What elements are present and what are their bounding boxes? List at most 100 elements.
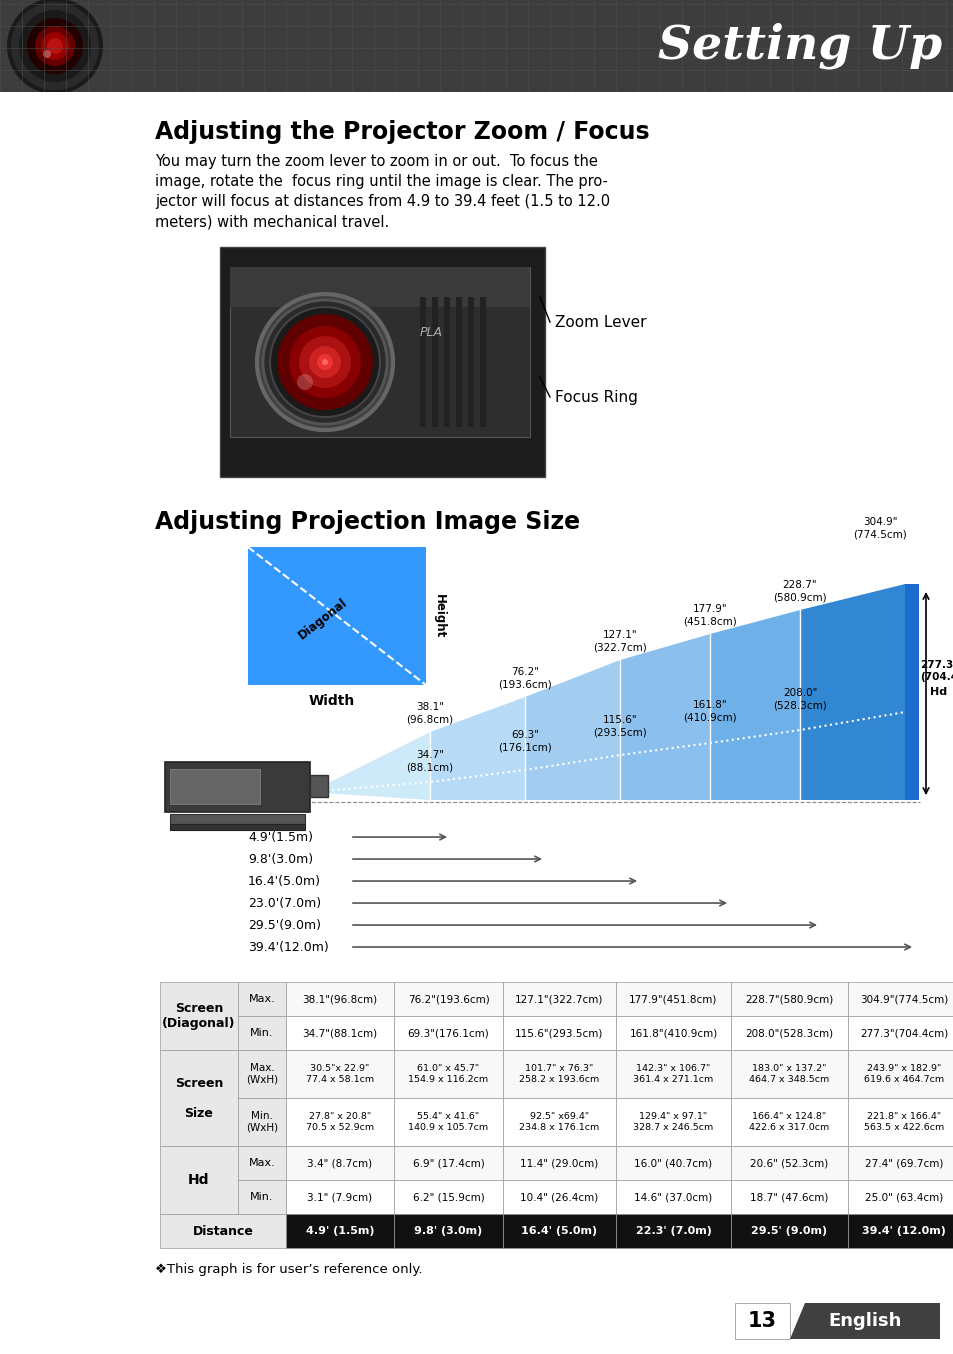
- Bar: [237, 1179, 286, 1215]
- Text: 69.3"
(176.1cm): 69.3" (176.1cm): [497, 730, 551, 751]
- Bar: [847, 982, 953, 1016]
- Bar: [730, 1179, 847, 1215]
- Bar: [237, 982, 286, 1016]
- Text: 9.8' (3.0m): 9.8' (3.0m): [414, 1225, 482, 1236]
- Bar: [904, 584, 918, 800]
- Text: Hd: Hd: [188, 1173, 210, 1187]
- Bar: [286, 982, 394, 1016]
- Text: 25.0" (63.4cm): 25.0" (63.4cm): [864, 1192, 943, 1202]
- Text: 34.7"(88.1cm): 34.7"(88.1cm): [302, 1028, 377, 1039]
- Text: 183.0" x 137.2"
464.7 x 348.5cm: 183.0" x 137.2" 464.7 x 348.5cm: [749, 1064, 829, 1083]
- Bar: [248, 547, 426, 685]
- Text: 30.5"x 22.9"
77.4 x 58.1cm: 30.5"x 22.9" 77.4 x 58.1cm: [306, 1064, 374, 1083]
- Bar: [394, 1016, 502, 1049]
- Circle shape: [276, 314, 373, 410]
- Polygon shape: [619, 634, 709, 800]
- Bar: [479, 297, 485, 427]
- Bar: [286, 1179, 394, 1215]
- Text: Max.: Max.: [249, 1158, 275, 1169]
- Text: 22.3' (7.0m): 22.3' (7.0m): [635, 1225, 711, 1236]
- Bar: [286, 1145, 394, 1179]
- Bar: [394, 1145, 502, 1179]
- Circle shape: [298, 336, 351, 389]
- Bar: [730, 982, 847, 1016]
- Text: Max.: Max.: [249, 994, 275, 1005]
- Text: 76.2"(193.6cm): 76.2"(193.6cm): [407, 994, 489, 1005]
- Text: 76.2"
(193.6cm): 76.2" (193.6cm): [497, 668, 551, 689]
- Bar: [237, 1049, 286, 1098]
- Bar: [160, 1145, 237, 1215]
- Text: Max.
(WxH): Max. (WxH): [246, 1063, 277, 1085]
- Bar: [419, 297, 426, 427]
- Text: Setting Up: Setting Up: [658, 23, 941, 69]
- Bar: [847, 1145, 953, 1179]
- Text: 39.4' (12.0m): 39.4' (12.0m): [862, 1225, 945, 1236]
- Bar: [616, 1215, 730, 1248]
- Text: 55.4" x 41.6"
140.9 x 105.7cm: 55.4" x 41.6" 140.9 x 105.7cm: [408, 1113, 488, 1132]
- Bar: [160, 982, 237, 1049]
- Bar: [170, 814, 305, 825]
- Text: ❖This graph is for user’s reference only.: ❖This graph is for user’s reference only…: [154, 1263, 422, 1275]
- Circle shape: [289, 326, 360, 398]
- Polygon shape: [430, 697, 524, 800]
- Bar: [502, 1215, 616, 1248]
- Bar: [160, 1049, 237, 1145]
- Text: 161.8"
(410.9cm): 161.8" (410.9cm): [682, 700, 736, 722]
- Bar: [502, 1098, 616, 1145]
- Bar: [847, 1215, 953, 1248]
- Circle shape: [27, 18, 83, 74]
- Bar: [394, 1049, 502, 1098]
- Text: 38.1"
(96.8cm): 38.1" (96.8cm): [406, 703, 453, 724]
- Bar: [730, 1145, 847, 1179]
- Text: 129.4" x 97.1"
328.7 x 246.5cm: 129.4" x 97.1" 328.7 x 246.5cm: [633, 1113, 713, 1132]
- Bar: [730, 1016, 847, 1049]
- Text: 14.6" (37.0cm): 14.6" (37.0cm): [634, 1192, 712, 1202]
- Text: 208.0"
(528.3cm): 208.0" (528.3cm): [772, 688, 826, 709]
- Text: 39.4'(12.0m): 39.4'(12.0m): [248, 941, 329, 953]
- Text: 16.4' (5.0m): 16.4' (5.0m): [521, 1225, 597, 1236]
- Circle shape: [19, 9, 91, 83]
- Text: 18.7" (47.6cm): 18.7" (47.6cm): [749, 1192, 828, 1202]
- Text: 29.5' (9.0m): 29.5' (9.0m): [751, 1225, 826, 1236]
- Text: 92.5" x69.4"
234.8 x 176.1cm: 92.5" x69.4" 234.8 x 176.1cm: [518, 1113, 599, 1132]
- Text: Hd: Hd: [929, 686, 946, 697]
- Bar: [220, 246, 544, 477]
- Text: Screen
(Diagonal): Screen (Diagonal): [162, 1002, 235, 1030]
- Bar: [734, 1303, 789, 1339]
- Text: 161.8"(410.9cm): 161.8"(410.9cm): [629, 1028, 717, 1039]
- Circle shape: [41, 32, 69, 60]
- Text: 23.0'(7.0m): 23.0'(7.0m): [248, 896, 321, 910]
- Bar: [237, 1016, 286, 1049]
- Bar: [616, 982, 730, 1016]
- Circle shape: [296, 374, 313, 390]
- Text: 101.7" x 76.3"
258.2 x 193.6cm: 101.7" x 76.3" 258.2 x 193.6cm: [518, 1064, 599, 1083]
- Text: Adjusting Projection Image Size: Adjusting Projection Image Size: [154, 510, 579, 533]
- Text: 228.7"
(580.9cm): 228.7" (580.9cm): [772, 581, 826, 603]
- Text: Zoom Lever: Zoom Lever: [555, 314, 646, 329]
- Bar: [286, 1016, 394, 1049]
- Circle shape: [35, 26, 75, 66]
- Bar: [432, 297, 437, 427]
- Text: 29.5'(9.0m): 29.5'(9.0m): [248, 918, 320, 932]
- Text: 27.8" x 20.8"
70.5 x 52.9cm: 27.8" x 20.8" 70.5 x 52.9cm: [306, 1113, 374, 1132]
- Text: 115.6"
(293.5cm): 115.6" (293.5cm): [593, 715, 646, 737]
- Bar: [237, 1145, 286, 1179]
- Bar: [847, 1179, 953, 1215]
- Bar: [443, 297, 450, 427]
- Text: 10.4" (26.4cm): 10.4" (26.4cm): [519, 1192, 598, 1202]
- Circle shape: [7, 0, 103, 93]
- Circle shape: [322, 359, 328, 366]
- Text: 27.4" (69.7cm): 27.4" (69.7cm): [864, 1158, 943, 1169]
- Text: 228.7"(580.9cm): 228.7"(580.9cm): [744, 994, 833, 1005]
- Text: 6.2" (15.9cm): 6.2" (15.9cm): [413, 1192, 484, 1202]
- Text: PLA: PLA: [419, 325, 442, 338]
- Bar: [730, 1049, 847, 1098]
- Bar: [286, 1049, 394, 1098]
- Bar: [286, 1215, 394, 1248]
- Circle shape: [316, 353, 333, 370]
- Bar: [616, 1179, 730, 1215]
- Bar: [502, 1145, 616, 1179]
- Text: Adjusting the Projector Zoom / Focus: Adjusting the Projector Zoom / Focus: [154, 121, 649, 144]
- Text: 3.1" (7.9cm): 3.1" (7.9cm): [307, 1192, 373, 1202]
- Text: 166.4" x 124.8"
422.6 x 317.0cm: 166.4" x 124.8" 422.6 x 317.0cm: [749, 1113, 829, 1132]
